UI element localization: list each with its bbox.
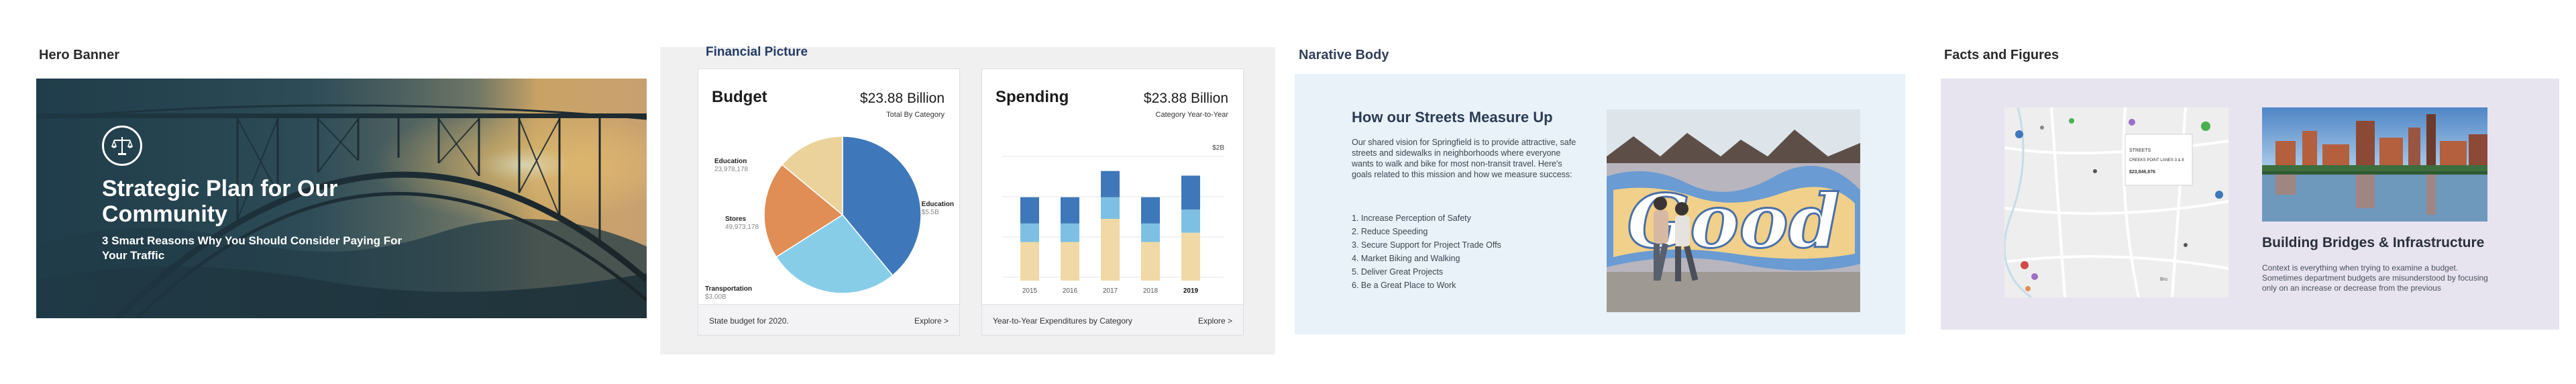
list-item: 5. Deliver Great Projects (1352, 267, 1444, 277)
facts-body: Context is everything when trying to exa… (2262, 263, 2488, 293)
list-item: 3. Secure Support for Project Trade Offs (1352, 240, 1501, 250)
narrative-heading: How our Streets Measure Up (1352, 109, 1553, 126)
bar-segment (1141, 197, 1160, 224)
budget-amount: $23.88 Billion (859, 91, 945, 106)
hero-title: Strategic Plan for Our Community (102, 176, 338, 227)
spending-explore-link[interactable]: Explore > (1197, 316, 1232, 326)
budget-card[interactable]: Budget $23.88 Billion Total By Category … (698, 68, 960, 336)
svg-text:Bru: Bru (2160, 277, 2167, 282)
x-tick-label: 2019 (1183, 287, 1199, 295)
mural-photo: Good (1607, 109, 1860, 312)
bar-segment (1141, 223, 1160, 242)
x-tick-label: 2017 (1103, 287, 1118, 295)
x-tick-label: 2016 (1063, 287, 1078, 295)
budget-amount-subtitle: Total By Category (886, 111, 945, 119)
svg-text:STREETS: STREETS (2129, 148, 2151, 153)
bar-segment (1061, 242, 1079, 281)
list-item: 1. Increase Perception of Safety (1352, 213, 1471, 223)
bar-segment (1141, 242, 1160, 281)
section-title-financial: Financial Picture (706, 45, 808, 59)
x-tick-label: 2015 (1022, 287, 1038, 295)
budget-explore-link[interactable]: Explore > (914, 316, 949, 326)
list-item: 6. Be a Great Place to Work (1352, 281, 1456, 290)
facts-heading: Building Bridges & Infrastructure (2262, 235, 2485, 250)
spending-top-value: $2B (1212, 144, 1224, 152)
scales-of-justice-icon (102, 126, 142, 166)
pie-slice (763, 164, 844, 258)
budget-card-title: Budget (712, 88, 767, 106)
city-skyline-photo (2262, 107, 2487, 222)
spending-card-footer: Year-to-Year Expenditures by Category Ex… (982, 304, 1243, 335)
bar-segment (1101, 171, 1120, 197)
hero-subtitle: 3 Smart Reasons Why You Should Consider … (102, 234, 402, 262)
bar-segment (1020, 242, 1039, 281)
pie-label-stores: Stores 49,973,178 (725, 215, 759, 231)
budget-card-footer: State budget for 2020. Explore > (698, 304, 959, 335)
budget-footer-caption: State budget for 2020. (709, 316, 789, 326)
bar-segment (1020, 197, 1039, 224)
bar-segment (1020, 223, 1039, 242)
section-title-facts: Facts and Figures (1944, 48, 2059, 62)
map-popup (2125, 134, 2193, 186)
list-item: 4. Market Biking and Walking (1352, 254, 1460, 263)
bar-segment (1181, 175, 1200, 210)
bar-segment (1101, 197, 1120, 219)
section-title-narrative: Narative Body (1299, 48, 1389, 62)
budget-pie-chart (763, 136, 922, 294)
map-widget[interactable]: STREETS CREEKS POINT LANES 3 & 8 $23,846… (2004, 107, 2229, 297)
pie-label-education-left: Education 23,978,178 (714, 158, 749, 173)
pie-label-education-right: Education $5.5B (921, 201, 954, 216)
pie-slice (781, 136, 843, 216)
x-tick-label: 2018 (1143, 287, 1159, 295)
list-item: 2. Reduce Speeding (1352, 227, 1428, 236)
hero-banner[interactable]: Strategic Plan for Our Community 3 Smart… (36, 79, 647, 318)
spending-bar-chart: 2015 2016 2017 2018 2019 (1002, 156, 1224, 295)
spending-footer-caption: Year-to-Year Expenditures by Category (993, 316, 1132, 326)
bar-segment (1181, 209, 1200, 233)
pie-slice (775, 214, 894, 294)
spending-amount: $23.88 Billion (1143, 91, 1228, 106)
svg-text:CREEKS POINT LANES 3 & 8: CREEKS POINT LANES 3 & 8 (2129, 158, 2184, 162)
section-title-hero: Hero Banner (39, 48, 120, 62)
spending-amount-subtitle: Category Year-to-Year (1155, 111, 1228, 119)
narrative-goals-list: 1. Increase Perception of Safety 2. Redu… (1352, 211, 1593, 292)
spending-card-title: Spending (996, 88, 1069, 106)
bar-segment (1181, 232, 1200, 281)
pie-slice (842, 136, 922, 277)
narrative-body: Our shared vision for Springfield is to … (1352, 138, 1576, 179)
pie-label-transportation: Transportation $3.00B (705, 285, 753, 301)
bar-segment (1061, 197, 1079, 224)
hero-bridge-photo (36, 79, 647, 318)
bar-segment (1061, 223, 1079, 242)
svg-text:$23,846,876: $23,846,876 (2129, 170, 2155, 175)
bar-segment (1101, 219, 1120, 281)
spending-card[interactable]: Spending $23.88 Billion Category Year-to… (981, 68, 1244, 336)
